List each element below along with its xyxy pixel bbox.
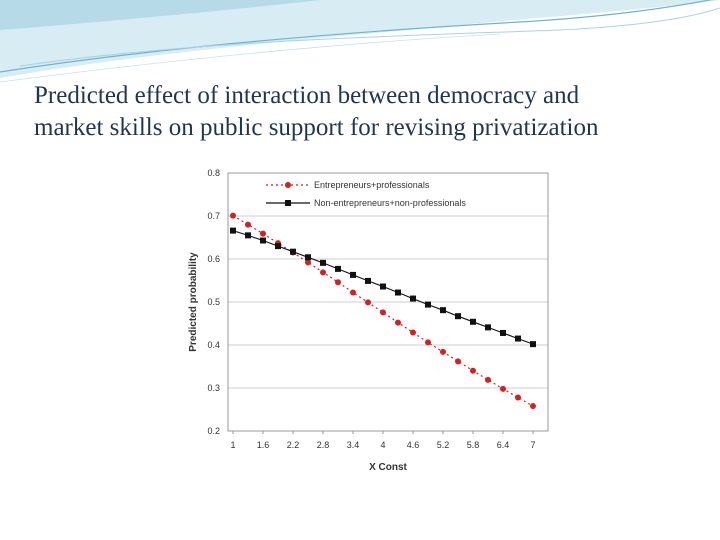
data-point-entrepreneurs bbox=[485, 376, 491, 383]
data-point-entrepreneurs bbox=[395, 319, 401, 326]
data-point-non-entrepreneurs bbox=[230, 227, 236, 234]
data-point-non-entrepreneurs bbox=[335, 265, 341, 272]
x-tick-label: 6.4 bbox=[497, 440, 510, 450]
data-point-entrepreneurs bbox=[500, 385, 506, 392]
data-point-non-entrepreneurs bbox=[245, 232, 251, 239]
y-tick-label: 0.8 bbox=[207, 168, 220, 178]
y-tick-label: 0.6 bbox=[207, 254, 220, 264]
data-point-non-entrepreneurs bbox=[380, 283, 386, 290]
x-tick-label: 2.2 bbox=[287, 440, 300, 450]
data-point-non-entrepreneurs bbox=[485, 324, 491, 331]
data-point-entrepreneurs bbox=[530, 403, 536, 410]
decor-wave-line-1 bbox=[0, 0, 713, 73]
y-axis-title: Predicted probability bbox=[188, 252, 199, 352]
data-point-entrepreneurs bbox=[515, 394, 521, 401]
data-point-non-entrepreneurs bbox=[410, 295, 416, 302]
data-point-entrepreneurs bbox=[350, 289, 356, 296]
x-tick-label: 5.8 bbox=[467, 440, 480, 450]
data-point-non-entrepreneurs bbox=[500, 329, 506, 336]
data-point-entrepreneurs bbox=[440, 348, 446, 355]
slide-title-line-1: Predicted effect of interaction between … bbox=[34, 82, 580, 109]
y-tick-label: 0.3 bbox=[207, 383, 220, 393]
data-point-entrepreneurs bbox=[380, 309, 386, 316]
data-point-non-entrepreneurs bbox=[470, 318, 476, 325]
data-point-non-entrepreneurs bbox=[425, 301, 431, 308]
slide-header-decoration bbox=[0, 0, 720, 83]
x-tick-label: 4 bbox=[380, 440, 385, 450]
x-tick-label: 7 bbox=[530, 440, 535, 450]
predicted-probability-chart: 0.2 0.3 0.4 0.5 0.6 0.7 0.8 1 1.6 2.2 2.8 3.4 4 4.6 5.… bbox=[172, 155, 550, 492]
data-point-non-entrepreneurs bbox=[365, 277, 371, 284]
data-point-non-entrepreneurs bbox=[320, 259, 326, 266]
x-tick-label: 3.4 bbox=[347, 440, 360, 450]
data-point-entrepreneurs bbox=[230, 212, 236, 219]
decor-wave-line-3 bbox=[0, 33, 501, 83]
slide-title: Predicted effect of interaction between … bbox=[34, 80, 714, 144]
data-point-non-entrepreneurs bbox=[305, 254, 311, 261]
data-point-non-entrepreneurs bbox=[530, 341, 536, 348]
x-tick-label: 5.2 bbox=[437, 440, 450, 450]
data-point-entrepreneurs bbox=[365, 299, 371, 306]
legend-label-non-entrepreneurs: Non-entrepreneurs+non-professionals bbox=[314, 198, 466, 208]
legend-marker-non-entrepreneurs bbox=[285, 200, 291, 206]
data-point-non-entrepreneurs bbox=[395, 289, 401, 296]
series-layer bbox=[230, 212, 536, 410]
legend-label-entrepreneurs: Entrepreneurs+professionals bbox=[314, 180, 430, 190]
x-tick-label: 4.6 bbox=[407, 440, 420, 450]
y-tick-label: 0.4 bbox=[207, 340, 220, 350]
x-tick-label: 2.8 bbox=[317, 440, 330, 450]
data-point-non-entrepreneurs bbox=[260, 237, 266, 244]
data-point-entrepreneurs bbox=[470, 367, 476, 374]
data-point-entrepreneurs bbox=[335, 279, 341, 286]
plot-area-border bbox=[227, 172, 549, 432]
data-point-non-entrepreneurs bbox=[275, 243, 281, 250]
x-tick-label: 1 bbox=[230, 440, 235, 450]
slide-title-line-2: market skills on public support for revi… bbox=[34, 114, 599, 141]
legend-marker-entrepreneurs bbox=[285, 182, 291, 188]
data-point-non-entrepreneurs bbox=[440, 307, 446, 314]
data-point-non-entrepreneurs bbox=[290, 248, 296, 255]
decor-wave-line-2 bbox=[19, 7, 720, 67]
y-tick-label: 0.2 bbox=[207, 426, 220, 436]
data-point-entrepreneurs bbox=[425, 339, 431, 346]
chart-background bbox=[172, 155, 550, 492]
data-point-entrepreneurs bbox=[455, 358, 461, 365]
data-point-entrepreneurs bbox=[245, 221, 251, 228]
data-point-entrepreneurs bbox=[410, 329, 416, 336]
data-point-entrepreneurs bbox=[305, 259, 311, 266]
data-point-entrepreneurs bbox=[260, 230, 266, 237]
decor-band-mid bbox=[0, 0, 320, 30]
data-point-non-entrepreneurs bbox=[455, 313, 461, 320]
x-tick-label: 1.6 bbox=[257, 440, 270, 450]
y-tick-label: 0.7 bbox=[207, 211, 220, 221]
data-point-entrepreneurs bbox=[320, 269, 326, 276]
data-point-non-entrepreneurs bbox=[515, 335, 521, 342]
y-tick-label: 0.5 bbox=[207, 297, 220, 307]
x-axis-title: X Const bbox=[369, 462, 407, 473]
tick-label-layer: 0.2 0.3 0.4 0.5 0.6 0.7 0.8 1 1.6 2.2 2.8 3.4 4 4.6 5.… bbox=[207, 168, 535, 450]
chart-legend: Entrepreneurs+professionals Non-entrepre… bbox=[266, 180, 466, 208]
data-point-non-entrepreneurs bbox=[350, 271, 356, 278]
decor-band-light bbox=[0, 0, 720, 78]
